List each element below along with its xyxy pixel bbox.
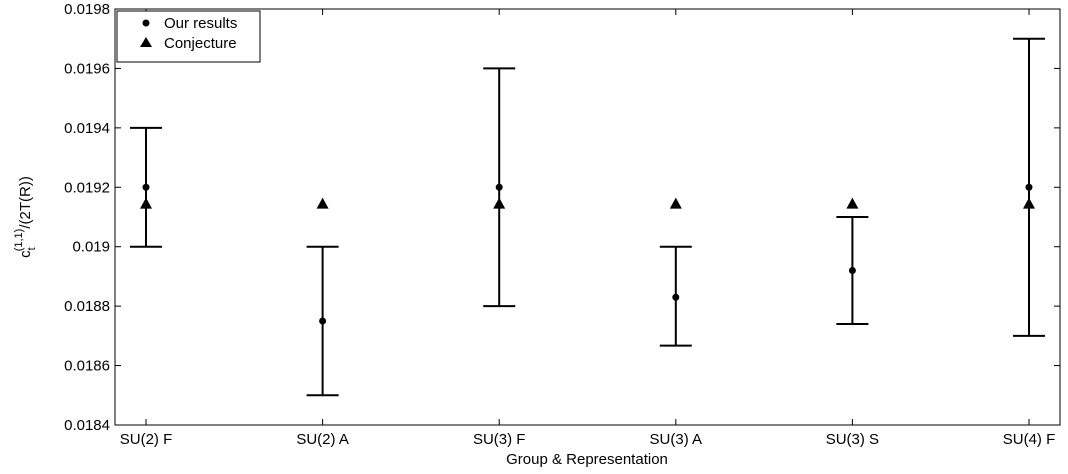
y-axis-label-base: c	[17, 250, 34, 258]
result-point	[319, 317, 327, 325]
y-tick-label: 0.019	[72, 239, 110, 256]
plot-area	[114, 8, 1061, 426]
legend-label-our-results: Our results	[164, 15, 237, 32]
legend-box	[116, 10, 261, 63]
data-markers	[140, 183, 1035, 325]
y-axis-label-suffix: /(2T(R))	[17, 176, 34, 229]
legend-label-conjecture: Conjecture	[164, 35, 237, 52]
y-tick-label: 0.0192	[64, 179, 110, 196]
y-axis-label-subscript: t	[26, 247, 38, 250]
y-tick-label: 0.0184	[64, 417, 110, 434]
x-tick-label: SU(2) A	[296, 431, 349, 448]
y-tick-label: 0.0186	[64, 358, 110, 375]
x-tick-label: SU(2) F	[120, 431, 173, 448]
legend: Our results Conjecture	[116, 10, 261, 63]
result-point	[495, 183, 503, 191]
conjecture-point	[493, 197, 506, 209]
conjecture-point	[669, 197, 682, 209]
result-point	[142, 183, 150, 191]
result-point	[848, 266, 856, 274]
y-tick-label: 0.0194	[64, 120, 110, 137]
conjecture-point	[1023, 197, 1035, 209]
y-axis-label: ct(1,1)/(2T(R))	[13, 176, 38, 258]
x-tick-label: SU(4) F	[1003, 431, 1056, 448]
y-axis-label-superscript: (1,1)	[13, 229, 25, 252]
conjecture-point	[140, 197, 152, 209]
y-tick-label: 0.0188	[64, 298, 110, 315]
y-axis: 0.0184 0.0186 0.0188 0.019 0.0192 0.0194 0.019…	[64, 1, 1060, 434]
conjecture-point	[846, 197, 859, 209]
x-axis: SU(2) F SU(2) A SU(3) F SU(3) A SU(3) S SU(4)…	[120, 9, 1056, 448]
y-tick-label: 0.0198	[64, 1, 110, 18]
y-tick-label: 0.0196	[64, 60, 110, 77]
x-tick-label: SU(3) F	[473, 431, 526, 448]
conjecture-point	[316, 197, 329, 209]
x-axis-label: Group & Representation	[506, 451, 668, 468]
legend-triangle-marker	[140, 37, 152, 47]
x-tick-label: SU(3) S	[826, 431, 879, 448]
result-point	[672, 293, 680, 301]
legend-circle-marker	[142, 19, 150, 27]
x-tick-label: SU(3) A	[650, 431, 703, 448]
result-point	[1025, 183, 1033, 191]
